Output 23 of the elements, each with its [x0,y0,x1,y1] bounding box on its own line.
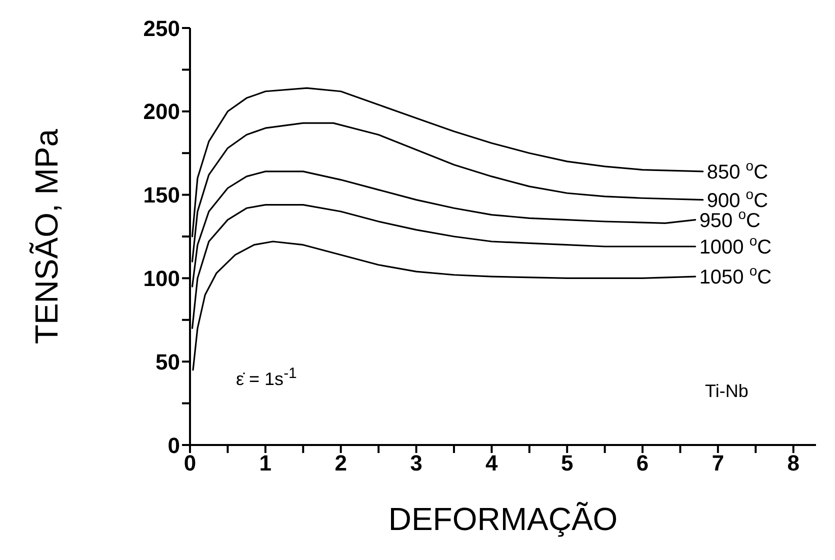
annotation: ε̇ = 1s$^{-1}$ [236,365,297,390]
y-tick-label: 200 [143,99,180,124]
x-axis-title: DEFORMAÇÃO [388,501,618,537]
x-tick-label: 3 [410,450,422,476]
x-tick-label: 1 [259,450,272,476]
y-tick-label: 0 [168,432,180,458]
series-label: 900 $^{o}$C [706,186,768,212]
series-label: 1050 $^{o}$C [699,262,772,289]
x-tick-label: 6 [636,450,649,476]
x-tick-label: 8 [787,450,800,476]
x-tick-label: 2 [334,450,347,476]
y-axis-title: TENSÃO, MPa [28,128,64,344]
series-label: 850 $^{o}$C [706,157,768,184]
series-label: 1000 $^{o}$C [699,232,772,259]
x-tick-label: 5 [560,450,574,476]
y-tick-label: 50 [156,349,180,374]
y-tick-label: 100 [143,266,180,292]
x-tick-label: 7 [712,450,724,476]
y-tick-label: 250 [143,16,180,41]
x-tick-label: 0 [184,450,196,476]
y-tick-label: 150 [143,182,180,208]
annotation: Ti-Nb [705,381,748,402]
x-tick-label: 4 [486,450,499,476]
